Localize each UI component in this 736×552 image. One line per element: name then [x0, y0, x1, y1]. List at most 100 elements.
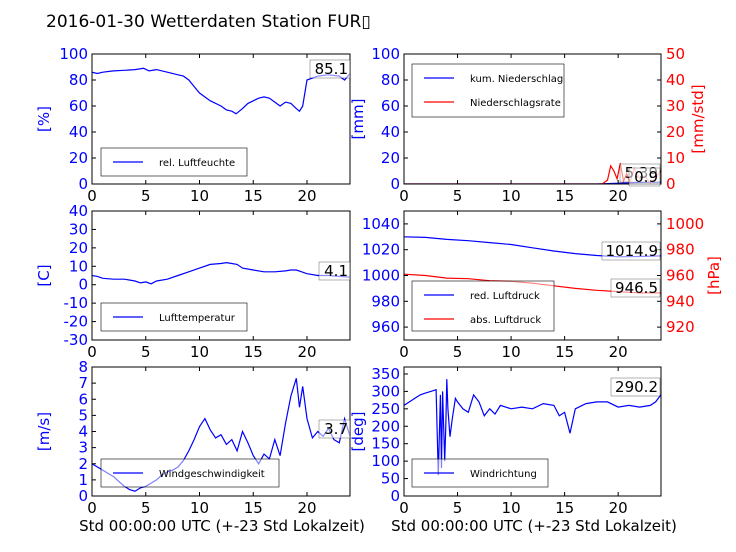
y-tick-label: 1 [78, 471, 88, 489]
legend-label: abs. Luftdruck [470, 315, 541, 326]
x-tick-label: 15 [555, 499, 574, 517]
y2-tick-label: 20 [666, 123, 685, 141]
y2-tick-label: 40 [666, 71, 685, 89]
x-tick-label: 20 [609, 499, 628, 517]
x-tick-label: 20 [609, 187, 628, 205]
y-tick-label: -30 [64, 331, 89, 349]
y-tick-label: 60 [381, 97, 400, 115]
legend: Lufttemperatur [100, 302, 248, 332]
y-tick-label: 50 [381, 470, 400, 488]
y-tick-label: 20 [381, 149, 400, 167]
precipitation-panel: 0 5 10 15 20 0 20 40 60 80 100 0 10 20 30 40 50 [mm] [mm/s… [349, 45, 707, 205]
value-annotation: 85.1 [315, 60, 348, 78]
x-tick-label: 5 [453, 499, 463, 517]
legend-box [411, 280, 555, 332]
y-tick-label: 40 [69, 202, 88, 220]
series-line-0 [404, 379, 661, 476]
figure-title: 2016-01-30 Wetterdaten Station FUR▯ [46, 12, 371, 32]
y-tick-label: 4 [78, 423, 88, 441]
series-line-0 [92, 378, 350, 492]
y-tick-label: 100 [371, 452, 400, 470]
y2-tick-label: 960 [666, 267, 695, 285]
legend: red. Luftdruck abs. Luftdruck [411, 280, 555, 332]
y2-tick-label: 0 [666, 175, 676, 193]
y-axis-label: [%] [35, 106, 53, 132]
y-axis-label: [deg] [349, 412, 367, 452]
y-tick-label: 150 [371, 435, 400, 453]
y-tick-label: 350 [371, 365, 400, 383]
value-annotation: 4.1 [324, 262, 348, 280]
y2-tick-label: 920 [666, 318, 695, 336]
legend: Windgeschwindigkeit [100, 458, 280, 488]
y-axis-label: [mm] [349, 99, 367, 140]
x-axis-label-left: Std 00:00:00 UTC (+-23 Std Lokalzeit) [79, 517, 365, 535]
y-tick-label: 80 [69, 71, 88, 89]
y-tick-label: 40 [381, 123, 400, 141]
x-tick-label: 0 [399, 343, 409, 361]
y-tick-label: 100 [371, 45, 400, 63]
y-tick-label: 40 [69, 123, 88, 141]
y-tick-label: 0 [78, 487, 88, 505]
x-tick-label: 20 [609, 343, 628, 361]
humidity-panel: 0 5 10 15 20 0 20 40 60 80 100 [%] rel. Luftfeuchte 8… [35, 45, 351, 205]
y2-tick-label: 10 [666, 149, 685, 167]
x-tick-label: 15 [244, 499, 263, 517]
x-tick-label: 15 [555, 187, 574, 205]
value-annotation: 0.9 [634, 168, 658, 186]
y-tick-label: -20 [64, 313, 89, 331]
y2-tick-label: 50 [666, 45, 685, 63]
value-annotation-box [610, 377, 661, 397]
value-annotation-box [610, 278, 661, 298]
y-tick-label: 1020 [362, 241, 400, 259]
x-tick-label: 10 [190, 187, 209, 205]
x-axis-label-right: Std 00:00:00 UTC (+-23 Std Lokalzeit) [391, 517, 677, 535]
plot-frame [91, 53, 351, 185]
x-tick-label: 15 [555, 343, 574, 361]
x-tick-label: 5 [141, 499, 151, 517]
x-tick-label: 0 [87, 499, 97, 517]
wind-direction-panel: 0 5 10 15 20050100150200250300350[deg]Windri… [349, 365, 662, 517]
legend: kum. Niederschlag Niederschlagsrate [411, 63, 565, 118]
y-tick-label: 200 [371, 417, 400, 435]
value-annotation-box [628, 167, 661, 187]
plot-frame [403, 53, 662, 185]
value-annotation-box [318, 419, 351, 439]
y-tick-label: 8 [78, 358, 88, 376]
x-tick-label: 5 [141, 187, 151, 205]
y-axis-label: [C] [35, 264, 53, 286]
pressure-panel: 0 5 10 15 20 960 980 1000 1020 1040 920 940 960 980 10… [362, 210, 723, 361]
y-tick-label: -10 [64, 294, 89, 312]
x-tick-label: 0 [87, 343, 97, 361]
legend-label: Windrichtung [470, 469, 537, 480]
legend-label: kum. Niederschlag [470, 74, 563, 85]
legend: Windrichtung [411, 458, 549, 488]
y-tick-label: 0 [78, 175, 88, 193]
y-tick-label: 300 [371, 382, 400, 400]
value-annotation: 290.2 [615, 378, 658, 396]
x-tick-label: 10 [190, 499, 209, 517]
y-tick-label: 1040 [362, 215, 400, 233]
y-tick-label: 0 [390, 487, 400, 505]
y-tick-label: 3 [78, 439, 88, 457]
x-tick-label: 15 [244, 187, 263, 205]
y-tick-label: 5 [78, 406, 88, 424]
y2-tick-label: 940 [666, 292, 695, 310]
y-tick-label: 20 [69, 239, 88, 257]
legend-label: Niederschlagsrate [470, 98, 561, 109]
y-axis-label: [m/s] [35, 412, 53, 451]
legend-box [411, 63, 565, 118]
y-tick-label: 250 [371, 400, 400, 418]
y-tick-label: 30 [69, 220, 88, 238]
x-tick-label: 10 [502, 187, 521, 205]
y-tick-label: 0 [390, 175, 400, 193]
y-tick-label: 80 [381, 71, 400, 89]
x-tick-label: 20 [297, 187, 316, 205]
x-tick-label: 0 [399, 499, 409, 517]
x-tick-label: 10 [502, 499, 521, 517]
y-axis-label: [hPa] [705, 256, 723, 295]
y-tick-label: 60 [69, 97, 88, 115]
x-tick-label: 10 [190, 343, 209, 361]
value-annotation: 946.5 [615, 279, 658, 297]
legend-label: rel. Luftfeuchte [159, 158, 235, 169]
